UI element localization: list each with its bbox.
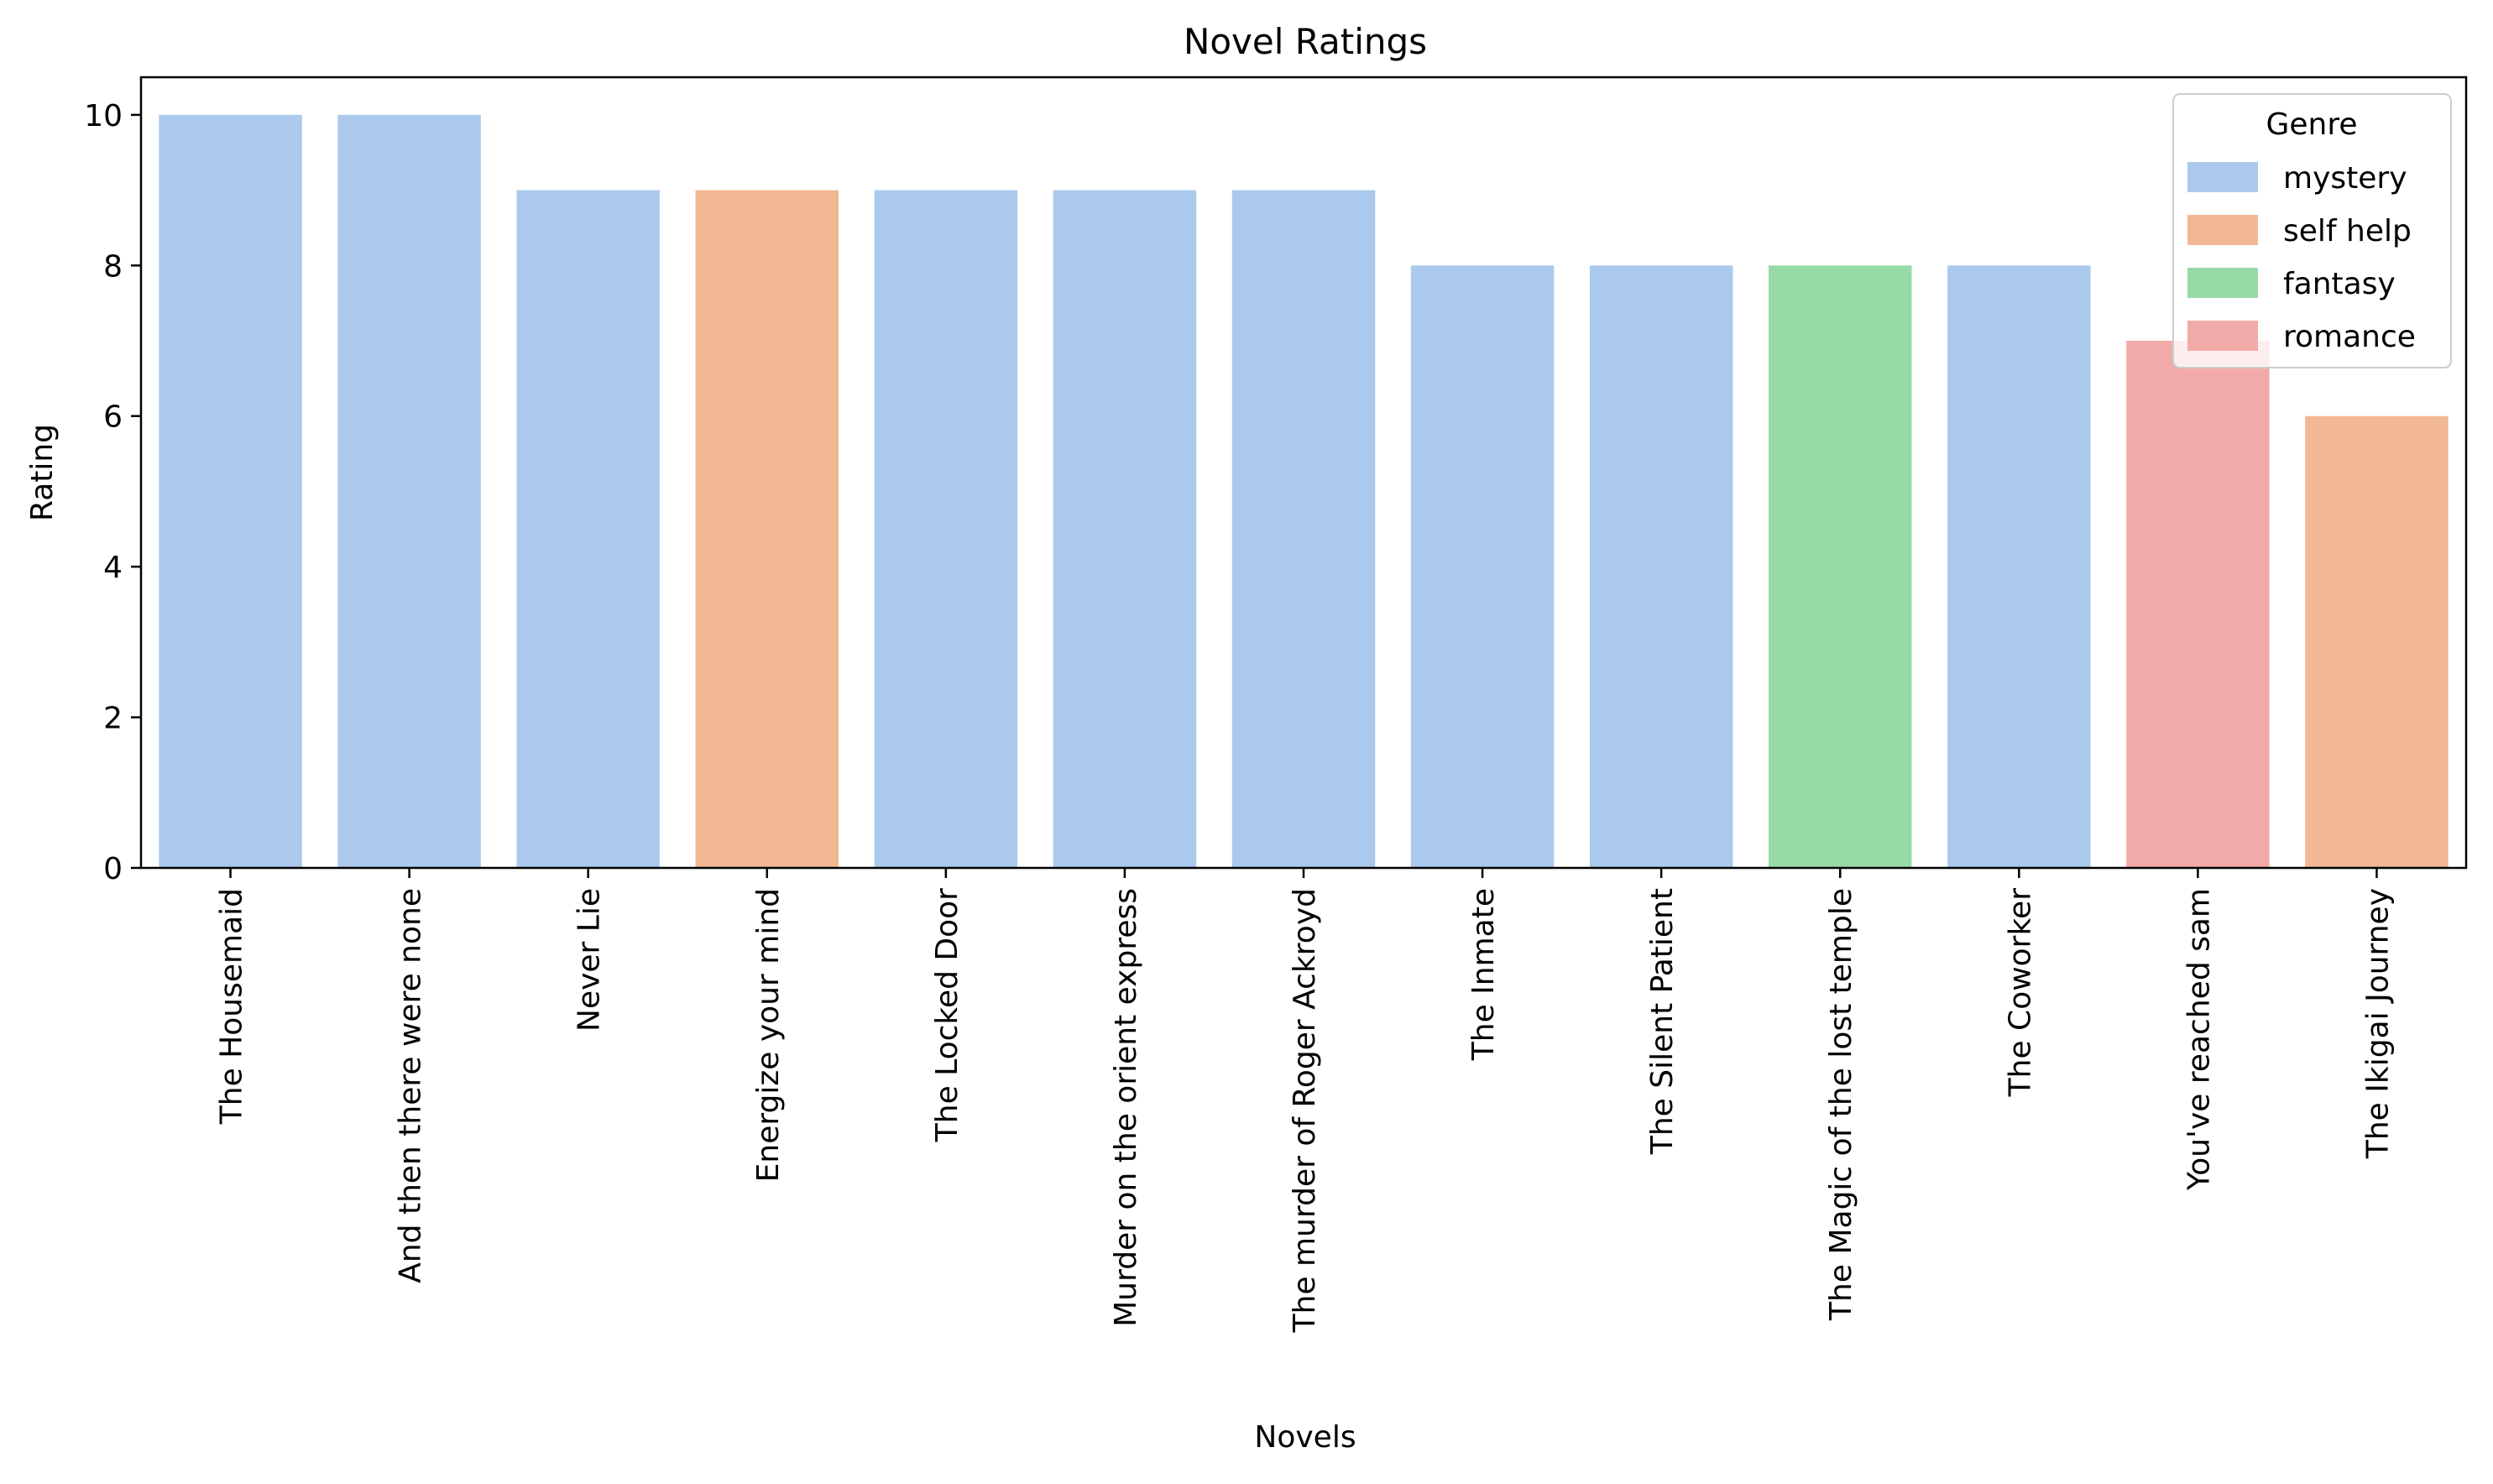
y-tick-label-0: 0 — [103, 852, 123, 886]
legend-title: Genre — [2266, 107, 2357, 142]
x-tick-label-7: The Inmate — [1466, 888, 1501, 1061]
bar-9 — [1769, 265, 1912, 868]
x-tick-label-0: The Housemaid — [215, 888, 249, 1125]
bars-layer — [159, 114, 2449, 869]
bar-0 — [159, 114, 302, 868]
bar-10 — [1947, 265, 2091, 868]
legend-label-2: fantasy — [2283, 267, 2396, 301]
x-tick-label-5: Murder on the orient express — [1109, 888, 1143, 1327]
bar-1 — [337, 114, 481, 868]
bar-8 — [1589, 265, 1733, 868]
y-tick-label-2: 4 — [103, 551, 123, 585]
x-tick-label-9: The Magic of the lost temple — [1824, 888, 1858, 1321]
bar-5 — [1053, 190, 1197, 869]
bar-6 — [1231, 190, 1376, 869]
x-axis-label: Novels — [1254, 1420, 1356, 1455]
legend-swatch-0 — [2187, 162, 2258, 192]
chart-title: Novel Ratings — [1184, 21, 1427, 62]
bar-12 — [2305, 415, 2449, 868]
bar-3 — [695, 190, 839, 869]
legend-label-3: romance — [2283, 320, 2416, 354]
legend: Genre mystery self help fantasy romance — [2172, 93, 2452, 368]
y-axis-ticks: 0 2 4 6 8 10 — [84, 99, 141, 886]
y-tick-label-3: 6 — [103, 400, 123, 435]
y-tick-label-1: 2 — [103, 702, 123, 736]
bar-2 — [516, 190, 660, 869]
legend-label-1: self help — [2283, 214, 2412, 248]
legend-label-0: mystery — [2283, 161, 2407, 196]
x-tick-label-10: The Coworker — [2003, 888, 2037, 1098]
x-tick-label-1: And then there were none — [394, 888, 428, 1283]
x-tick-label-3: Energize your mind — [751, 888, 786, 1182]
x-tick-label-4: The Locked Door — [930, 888, 964, 1142]
bar-4 — [874, 190, 1018, 869]
legend-entries: mystery self help fantasy romance — [2187, 161, 2416, 354]
legend-swatch-2 — [2187, 268, 2258, 298]
x-tick-label-12: The Ikigai Journey — [2360, 888, 2395, 1159]
y-tick-label-5: 10 — [84, 99, 123, 133]
x-tick-label-2: Never Lie — [572, 888, 607, 1032]
bar-7 — [1410, 265, 1555, 868]
y-axis-label: Rating — [25, 424, 60, 521]
y-tick-label-4: 8 — [103, 249, 123, 284]
x-tick-label-8: The Silent Patient — [1645, 888, 1680, 1155]
x-axis-ticks: The Housemaid And then there were none Nev… — [215, 868, 2395, 1333]
x-tick-label-6: The murder of Roger Ackroyd — [1288, 888, 1322, 1333]
bar-11 — [2126, 341, 2270, 868]
legend-swatch-3 — [2187, 321, 2258, 351]
x-tick-label-11: You've reached sam — [2182, 888, 2216, 1191]
legend-swatch-1 — [2187, 215, 2258, 245]
